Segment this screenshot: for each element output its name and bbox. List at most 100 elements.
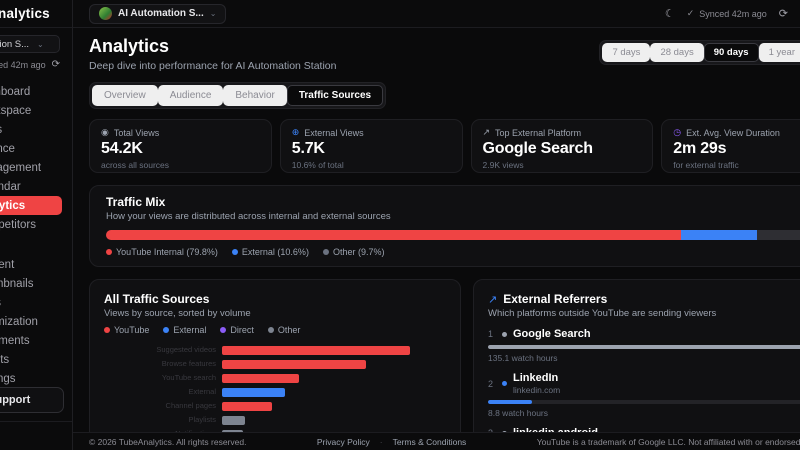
content: Analytics Deep dive into performance for… — [73, 28, 800, 450]
sidebar-item-scripts[interactable]: ≡Scripts — [0, 350, 66, 369]
metric-cards: ◉ Total Views 54.2K across all sources ⊕ Exte… — [89, 119, 800, 173]
sidebar-item-label: Optimization — [0, 315, 38, 328]
refresh-icon[interactable]: ⟳ — [778, 7, 788, 20]
legend-dot — [231, 249, 238, 255]
analytics-tabs: Overview Audience Behavior Traffic Sources — [89, 82, 387, 109]
sidebar-channel-selector[interactable]: AI Automation S... ⌄ — [0, 35, 60, 53]
legend-item: YouTube Internal (79.8%) — [106, 247, 218, 257]
chart-category-label: Browse features — [161, 359, 216, 368]
sidebar-item-label: Thumbnails — [0, 277, 34, 290]
sidebar-item-finance[interactable]: $Finance — [0, 139, 66, 158]
external-link-icon: ↗ — [488, 292, 498, 306]
referrer-progress-track — [488, 345, 800, 349]
legend-label: Other — [277, 325, 301, 335]
tab-traffic-sources[interactable]: Traffic Sources — [286, 85, 384, 106]
legend-label: Other (9.7%) — [332, 247, 385, 257]
sidebar-item-label: Scripts — [0, 353, 10, 366]
chevron-down-icon: ⌄ — [37, 39, 44, 49]
sidebar-item-titles[interactable]: TTitles — [0, 293, 66, 312]
range-button-1-year[interactable]: 1 year — [758, 43, 800, 62]
range-button-7-days[interactable]: 7 days — [602, 43, 651, 62]
referrers-header: ↗ External Referrers — [488, 292, 800, 306]
ai-support-button[interactable]: ✦ AI Support — [0, 387, 64, 413]
refresh-icon[interactable]: ⟳ — [51, 59, 60, 70]
legend-dot — [163, 327, 170, 333]
footer-separator: · — [379, 436, 383, 447]
sync-label: Synced 42m ago — [699, 8, 767, 19]
sidebar-item-label: Dashboard — [0, 85, 31, 98]
chart-track — [222, 387, 446, 397]
legend-label: External (10.6%) — [241, 247, 309, 257]
legend-dot — [322, 249, 329, 255]
chart-row: YouTube search — [104, 371, 446, 385]
globe-icon: ⊕ — [291, 128, 300, 138]
page-subtitle: Deep dive into performance for AI Automa… — [89, 60, 337, 72]
platform-dot — [502, 381, 507, 386]
legend-label: YouTube Internal (79.8%) — [116, 247, 218, 257]
trending-up-icon: ↗ — [482, 128, 491, 138]
legend-dot — [220, 327, 227, 333]
chart-bar-external[interactable] — [222, 387, 286, 397]
tab-overview[interactable]: Overview — [92, 85, 158, 106]
chart-bar-playlists[interactable] — [222, 415, 246, 425]
sidebar-item-optimization[interactable]: ◈Optimization — [0, 312, 66, 331]
referrer-rank: 2 — [488, 378, 494, 389]
range-button-90-days[interactable]: 90 days — [703, 43, 759, 62]
referrer-name: LinkedIn — [513, 372, 559, 384]
sidebar-item-management[interactable]: ▤Management — [0, 158, 66, 177]
sidebar-item-calendar[interactable]: ▣Calendar — [0, 177, 66, 196]
referrer-watch-hours: 135.1 watch hours — [488, 353, 558, 363]
sidebar-sync-label: Synced 42m ago — [0, 59, 46, 70]
page-header: Analytics Deep dive into performance for… — [89, 36, 800, 72]
sidebar-item-settings[interactable]: ⚙Settings — [0, 369, 66, 387]
main-area: AI Automation S... ⌄ ☾ ✓ Synced 42m ago … — [73, 0, 800, 450]
metric-card: ◷ Ext. Avg. View Duration 2m 29s for extern… — [661, 119, 800, 173]
legend-dot — [106, 249, 112, 255]
sidebar-item-label: Content — [0, 258, 15, 271]
sidebar-item-ideas[interactable]: ✦Ideas — [0, 120, 66, 139]
tab-behavior[interactable]: Behavior — [223, 85, 287, 106]
chart-bar-suggested-videos[interactable] — [222, 345, 411, 355]
tab-audience[interactable]: Audience — [157, 85, 224, 106]
metric-label: Total Views — [113, 128, 160, 138]
sidebar-item-thumbnails[interactable]: ▩Thumbnails — [0, 274, 66, 293]
date-range-control: 7 days 28 days 90 days 1 year — [599, 40, 800, 65]
sidebar-nav: ▦Dashboard▢Workspace✦Ideas$Finance▤Manag… — [0, 76, 72, 387]
chart-category-label: Suggested videos — [156, 345, 216, 354]
sidebar-item-dashboard[interactable]: ▦Dashboard — [0, 82, 66, 101]
traffic-mix-bar — [106, 230, 800, 240]
sidebar-item-competitors[interactable]: ◎Competitors — [0, 215, 66, 234]
sidebar-item-label: Settings — [0, 372, 16, 385]
legend-label: Direct — [230, 325, 254, 335]
legend-item: Direct — [220, 325, 254, 335]
topbar-right: ☾ ✓ Synced 42m ago ⟳ — [665, 7, 788, 20]
chart-category-label: Playlists — [188, 415, 216, 424]
mix-segment-youtube-internal — [106, 230, 681, 240]
chart-bar-youtube-search[interactable] — [222, 373, 299, 383]
brand: ▶ TubeAnalytics — [0, 0, 72, 28]
chart-bar-channel-pages[interactable] — [222, 401, 273, 411]
chart-category-label: Channel pages — [165, 401, 216, 410]
traffic-mix-title: Traffic Mix — [106, 195, 166, 209]
terms-link[interactable]: Terms & Conditions — [392, 436, 467, 447]
sidebar-item-comments[interactable]: ◧Comments — [0, 331, 66, 350]
mix-segment-external — [680, 230, 758, 240]
chart-track — [222, 415, 446, 425]
sidebar-item-analytics[interactable]: ▥Analytics — [0, 196, 62, 215]
referrer-domain: linkedin.com — [513, 385, 561, 395]
logout-button[interactable]: ⏻ Logout — [0, 422, 72, 450]
privacy-policy-link[interactable]: Privacy Policy — [316, 436, 370, 447]
clock-icon: ◷ — [673, 128, 682, 138]
chart-bar-browse-features[interactable] — [222, 359, 366, 369]
copyright: © 2026 TubeAnalytics. All rights reserve… — [89, 436, 247, 447]
moon-icon[interactable]: ☾ — [664, 7, 675, 20]
sidebar-item-workspace[interactable]: ▢Workspace — [0, 101, 66, 120]
nav-section-gap — [0, 234, 66, 255]
range-button-28-days[interactable]: 28 days — [650, 43, 704, 62]
sidebar-item-content[interactable]: ▧Content — [0, 255, 66, 274]
eye-icon: ◉ — [101, 128, 109, 138]
chart-track — [222, 401, 446, 411]
topbar-channel-selector[interactable]: AI Automation S... ⌄ — [89, 3, 227, 24]
